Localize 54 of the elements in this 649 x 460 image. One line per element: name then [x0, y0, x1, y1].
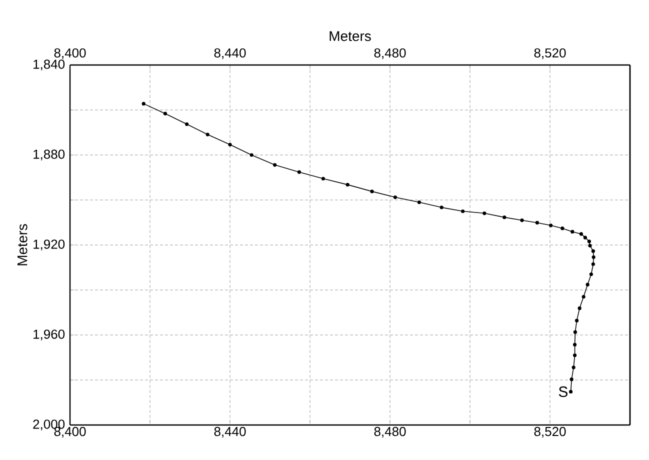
point	[346, 182, 350, 186]
point	[142, 102, 146, 106]
point	[560, 226, 564, 230]
point	[588, 244, 592, 248]
point	[589, 272, 593, 276]
x2-tick-label: 8,480	[374, 48, 406, 60]
point	[440, 206, 444, 210]
y-tick-label: 1,880	[34, 150, 65, 160]
y-axis-title: Meters	[18, 224, 28, 266]
point	[587, 240, 591, 244]
point	[482, 211, 486, 216]
point	[569, 390, 573, 394]
point	[461, 209, 465, 214]
point	[520, 218, 524, 222]
point	[573, 342, 577, 346]
point	[273, 163, 277, 167]
x-tick-label: 8,440	[214, 426, 246, 438]
x2-tick-label: 8,400	[54, 48, 86, 60]
point	[573, 330, 577, 334]
point	[228, 142, 232, 146]
point	[574, 318, 579, 322]
point	[582, 294, 586, 299]
point	[297, 170, 301, 174]
point	[250, 153, 254, 157]
point	[163, 112, 168, 116]
x2-axis-title: Meters	[330, 31, 371, 42]
point	[591, 262, 595, 266]
point	[417, 200, 421, 204]
x-tick-label: 8,480	[374, 426, 406, 438]
point	[572, 366, 576, 370]
x-tick-label: 8,520	[534, 426, 566, 438]
point	[570, 230, 574, 234]
point	[586, 282, 590, 286]
point	[185, 122, 189, 126]
point	[321, 176, 325, 180]
y-tick-label: 1,960	[34, 330, 65, 340]
annotation: S	[558, 386, 568, 397]
point	[579, 232, 583, 236]
point	[549, 224, 553, 228]
point	[206, 132, 210, 136]
y-tick-label: 1,840	[34, 60, 65, 70]
point	[570, 378, 574, 382]
point	[592, 255, 596, 259]
point	[583, 236, 587, 240]
point	[535, 220, 539, 225]
point	[573, 353, 577, 358]
point	[591, 249, 595, 253]
y-tick-label: 1,920	[34, 240, 65, 250]
point	[502, 216, 506, 220]
point	[370, 190, 374, 194]
point	[393, 195, 397, 200]
x2-tick-label: 8,520	[534, 48, 566, 60]
point	[578, 306, 582, 310]
x2-tick-label: 8,440	[214, 48, 246, 60]
